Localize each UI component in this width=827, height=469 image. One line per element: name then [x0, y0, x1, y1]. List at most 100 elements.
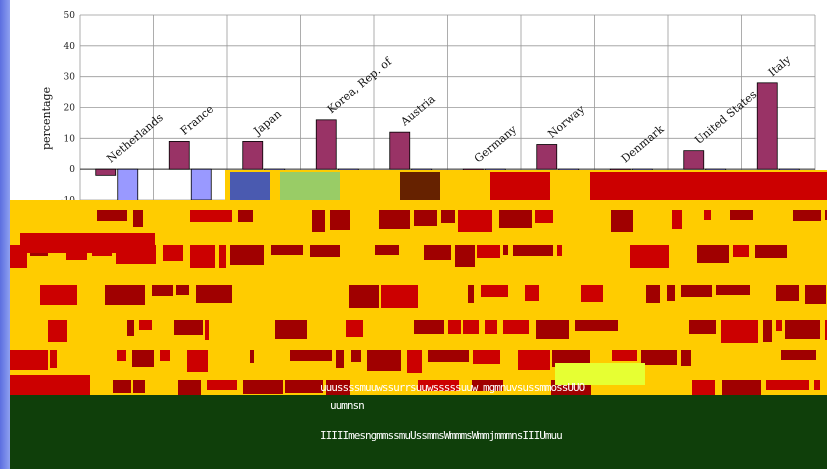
- glitch-stripe: [463, 320, 479, 334]
- glitch-stripe: [581, 285, 603, 302]
- glitch-stripe: [518, 350, 550, 370]
- glitch-stripe: [473, 350, 500, 364]
- bar: [389, 131, 411, 170]
- noise-text-row-2: uumnsn: [330, 399, 365, 412]
- glitch-stripe: [407, 350, 422, 373]
- glitch-stripe: [730, 210, 753, 220]
- glitch-stripe: [105, 285, 145, 305]
- glitch-stripe: [535, 210, 553, 223]
- glitch-stripe: [448, 320, 461, 334]
- glitch-stripe: [330, 210, 350, 230]
- y-tick-label: 50: [64, 11, 76, 21]
- glitch-block: [230, 172, 270, 200]
- glitch-stripe: [704, 210, 711, 220]
- glitch-stripe: [174, 320, 203, 335]
- glitch-stripe: [536, 320, 569, 339]
- glitch-stripe: [230, 245, 264, 265]
- bar: [168, 141, 190, 170]
- bar-chart: -1001020304050NetherlandsFranceJapanKore…: [40, 11, 816, 205]
- glitch-stripe: [381, 285, 418, 308]
- bars-layer: [95, 82, 800, 205]
- bar: [315, 119, 337, 170]
- glitch-stripe: [721, 320, 758, 343]
- category-label: Germany: [472, 122, 520, 165]
- glitch-stripe: [190, 245, 215, 268]
- y-tick-label: 0: [69, 165, 75, 175]
- glitch-stripe: [176, 285, 189, 295]
- glitch-block: [490, 172, 550, 200]
- glitch-stripe: [481, 285, 508, 297]
- glitch-stripe: [641, 350, 677, 365]
- glitch-stripe: [681, 350, 691, 366]
- glitch-stripe: [375, 245, 399, 255]
- y-tick-label: 30: [64, 73, 76, 83]
- glitch-stripe: [290, 350, 332, 361]
- glitch-stripe: [575, 320, 618, 331]
- bar: [536, 144, 558, 170]
- glitch-stripe: [485, 320, 497, 334]
- glitch-stripe: [349, 285, 379, 308]
- glitch-stripe: [312, 210, 325, 232]
- bar: [95, 168, 117, 176]
- bar: [756, 82, 778, 170]
- glitch-stripe: [499, 210, 532, 228]
- glitch-block: [20, 233, 155, 253]
- glitch-block: [400, 172, 440, 200]
- glitch-stripe: [781, 350, 816, 360]
- glitch-stripe: [733, 245, 749, 257]
- glitch-stripe: [205, 320, 209, 340]
- glitch-stripe: [250, 350, 254, 363]
- glitch-stripe: [458, 210, 492, 232]
- glitch-stripe: [219, 245, 226, 268]
- category-label: Norway: [545, 102, 587, 141]
- glitch-stripe: [379, 210, 410, 229]
- glitch-stripe: [763, 320, 772, 342]
- bar: [683, 150, 705, 170]
- corrupted-overlay-band: [10, 170, 827, 400]
- glitch-stripe: [346, 320, 363, 337]
- glitch-stripe: [133, 210, 143, 227]
- glitch-stripe: [667, 285, 675, 301]
- glitch-stripe: [133, 380, 145, 393]
- glitch-stripe: [160, 350, 170, 361]
- glitch-stripe: [351, 350, 361, 362]
- glitch-stripe: [805, 285, 826, 304]
- left-accent-strip: [0, 0, 10, 469]
- glitch-stripe: [424, 245, 451, 260]
- y-tick-label: 20: [64, 104, 76, 114]
- glitch-stripe: [503, 320, 529, 334]
- glitch-stripe: [825, 210, 827, 220]
- glitch-stripe: [152, 285, 173, 296]
- glitch-stripe: [428, 350, 469, 362]
- glitch-stripe: [10, 350, 48, 370]
- glitch-stripe: [766, 380, 809, 390]
- glitch-stripe: [513, 245, 553, 256]
- glitch-stripe: [117, 350, 126, 361]
- noise-text-row-1: uuussssmuuwssurrsuuwsssssuuw mgmnuvsussm…: [320, 381, 585, 394]
- glitch-stripe: [689, 320, 716, 334]
- category-label: Austria: [398, 92, 438, 129]
- glitch-stripe: [646, 285, 660, 303]
- glitch-stripe: [793, 210, 821, 221]
- glitch-stripe: [48, 320, 67, 342]
- glitch-stripe: [132, 350, 154, 367]
- glitch-stripe: [190, 210, 232, 222]
- category-label: Denmark: [619, 122, 667, 165]
- glitch-stripe: [814, 380, 820, 390]
- glitch-stripe: [139, 320, 152, 330]
- glitch-stripe: [776, 320, 782, 331]
- glitch-block: [590, 172, 827, 200]
- glitch-stripe: [50, 350, 57, 368]
- glitch-stripe: [672, 210, 682, 229]
- glitch-stripe: [630, 245, 669, 268]
- glitch-stripe: [163, 245, 183, 261]
- glitch-stripe: [785, 320, 820, 339]
- glitch-stripe: [367, 350, 401, 371]
- glitch-block: [280, 172, 340, 200]
- glitch-stripe: [127, 320, 134, 336]
- glitch-stripe: [755, 245, 787, 258]
- glitch-stripe: [238, 210, 253, 222]
- glitch-stripe: [525, 285, 539, 301]
- glitch-stripe: [40, 285, 77, 305]
- bar: [117, 168, 139, 205]
